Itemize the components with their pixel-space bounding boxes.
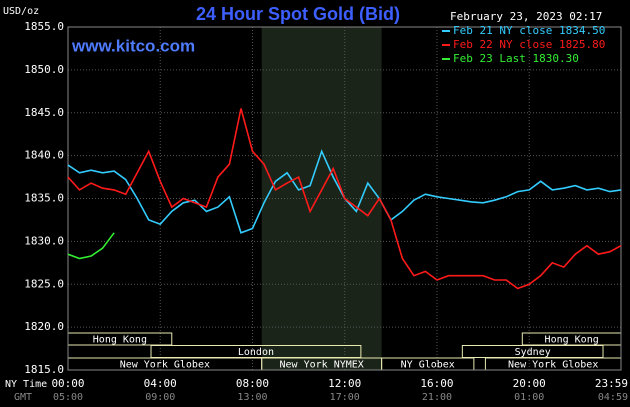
x-tick-label: 00:00 [51,377,84,390]
session-label: London [238,347,274,358]
chart-title: 24 Hour Spot Gold (Bid) [196,4,400,24]
y-label: USD/oz [3,6,39,17]
x2-tick-label: 05:00 [53,392,83,403]
session-label: New York Globex [508,360,598,371]
x2-tick-label: 04:59 [598,392,628,403]
x-tick-label: 20:00 [513,377,546,390]
x2-tick-label: 17:00 [330,392,360,403]
x-tick-label: 08:00 [236,377,269,390]
legend-entry: Feb 22 NY close 1825.80 [453,38,605,51]
x-tick-label: 16:00 [420,377,453,390]
x2-tick-label: 13:00 [237,392,267,403]
x2-tick-label: 01:00 [514,392,544,403]
y-tick-label: 1845.0 [24,106,64,119]
session-label: Sydney [515,347,551,358]
y-tick-label: 1820.0 [24,320,64,333]
watermark: www.kitco.com [71,36,195,55]
y-tick-label: 1815.0 [24,363,64,376]
legend-entry: Feb 23 Last 1830.30 [453,52,579,65]
x-tick-label: 04:00 [144,377,177,390]
y-tick-label: 1850.0 [24,63,64,76]
x-tick-label: 12:00 [328,377,361,390]
session-label: Hong Kong [93,335,147,346]
session-shade [261,27,382,370]
plot-frame [67,26,622,371]
series-line [67,232,115,260]
session-label: NY Globex [401,360,455,371]
session-label: New York NYMEX [280,360,364,371]
y-tick-label: 1825.0 [24,277,64,290]
y-tick-label: 1840.0 [24,149,64,162]
y-tick-label: 1830.0 [24,234,64,247]
x2-label: GMT [14,392,32,403]
x-label: NY Time [5,379,47,390]
legend-entry: Feb 21 NY close 1834.50 [453,24,605,37]
session-label: Hong Kong [545,335,599,346]
series-line [67,108,622,290]
timestamp: February 23, 2023 02:17 [450,10,602,23]
y-tick-label: 1835.0 [24,192,64,205]
y-tick-label: 1855.0 [24,20,64,33]
x-tick-label: 23:59 [595,377,628,390]
session-label: New York Globex [120,360,210,371]
x2-tick-label: 21:00 [422,392,452,403]
x2-tick-label: 09:00 [145,392,175,403]
